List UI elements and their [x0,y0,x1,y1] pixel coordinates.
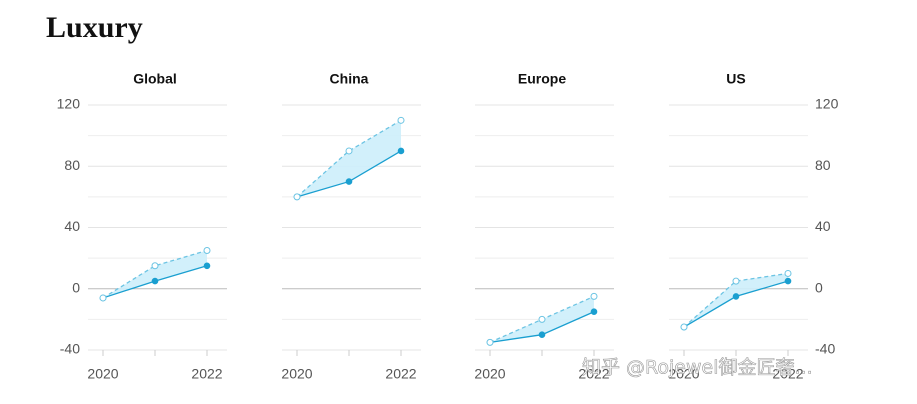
point [590,292,598,300]
point [345,178,353,185]
point [784,269,792,277]
point [293,193,301,201]
y-tick-label: 0 [72,279,80,295]
y-tick-label: 40 [815,218,831,234]
x-tick-label: 2020 [474,366,505,382]
watermark: 知乎 @Rojewel御金匠奢... [582,357,813,379]
series-line [296,119,402,198]
y-tick-label: -40 [60,341,80,357]
band [103,250,207,298]
point [784,277,792,285]
y-tick-label: 120 [57,96,81,112]
series-line [683,272,789,328]
panel-title: US [726,71,745,87]
point [151,262,159,270]
point [397,147,405,155]
x-tick-label: 2022 [578,366,609,382]
point [732,293,740,300]
point [486,338,494,346]
point [99,294,107,302]
chart-title: Luxury [46,11,143,44]
y-tick-label: 120 [815,96,839,112]
point [680,323,688,331]
x-tick-label: 2020 [87,366,118,382]
band [684,273,788,328]
point [397,116,405,124]
y-tick-label: 0 [815,279,823,295]
y-tick-label: -40 [815,341,835,357]
point [151,277,159,285]
x-tick-label: 2022 [385,366,416,382]
point [203,246,211,254]
band [297,120,401,197]
x-tick-label: 2020 [281,366,312,382]
point [538,331,546,338]
point [538,315,546,323]
y-tick-label: 80 [64,157,80,173]
panel-title: Global [133,71,177,87]
point [203,262,211,270]
point [590,308,598,316]
panel-title: China [330,71,369,87]
point [345,147,353,155]
y-tick-label: 80 [815,157,831,173]
x-tick-label: 2022 [772,366,803,382]
y-tick-label: 40 [64,218,80,234]
x-tick-label: 2020 [668,366,699,382]
panel-title: Europe [518,71,566,87]
x-tick-label: 2022 [191,366,222,382]
point [732,277,740,285]
